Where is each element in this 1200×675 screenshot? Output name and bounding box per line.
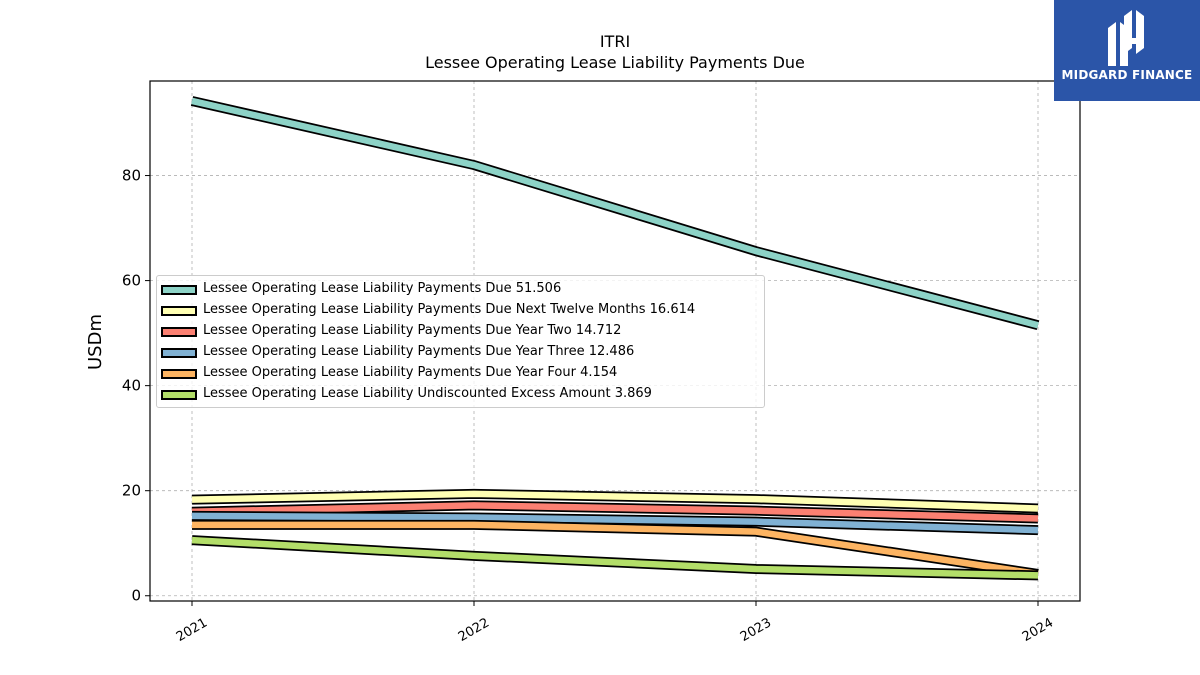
plot-frame	[149, 80, 1081, 602]
x-tick-label: 2024	[1020, 615, 1056, 645]
legend-swatch	[161, 306, 197, 316]
series-line-5	[191, 536, 1039, 579]
brand-logo: MIDGARD FINANCE	[1054, 0, 1200, 101]
y-tick-label: 20	[122, 482, 141, 500]
y-tick-label: 40	[122, 377, 141, 395]
legend-label: Lessee Operating Lease Liability Undisco…	[203, 386, 652, 401]
legend-item: Lessee Operating Lease Liability Payment…	[157, 301, 764, 322]
series-line-1	[191, 490, 1039, 512]
legend-label: Lessee Operating Lease Liability Payment…	[203, 281, 562, 296]
series-line-4	[192, 521, 1039, 578]
y-axis-label: USDm	[85, 314, 106, 370]
legend-item: Lessee Operating Lease Liability Payment…	[157, 280, 764, 301]
legend-label: Lessee Operating Lease Liability Payment…	[203, 344, 635, 359]
chart-legend: Lessee Operating Lease Liability Payment…	[156, 275, 765, 408]
brand-name: MIDGARD FINANCE	[1061, 68, 1193, 82]
x-tick-label: 2021	[174, 615, 210, 645]
legend-swatch	[161, 285, 197, 295]
midgard-m-logo-icon	[1108, 10, 1144, 66]
y-tick-label: 60	[122, 272, 141, 290]
legend-label: Lessee Operating Lease Liability Payment…	[203, 302, 696, 317]
legend-item: Lessee Operating Lease Liability Payment…	[157, 343, 764, 364]
chart-title: ITRI	[600, 32, 630, 51]
chart-subtitle: Lessee Operating Lease Liability Payment…	[425, 53, 805, 72]
series-line-0	[191, 97, 1039, 329]
series-layer	[190, 96, 1040, 581]
x-tick-label: 2023	[738, 615, 774, 645]
legend-label: Lessee Operating Lease Liability Payment…	[203, 323, 622, 338]
legend-item: Lessee Operating Lease Liability Payment…	[157, 322, 764, 343]
legend-swatch	[161, 348, 197, 358]
y-tick-label: 80	[122, 167, 141, 185]
legend-swatch	[161, 369, 197, 379]
y-tick-label: 0	[131, 587, 141, 605]
x-tick-label: 2022	[456, 615, 492, 645]
legend-swatch	[161, 327, 197, 337]
series-line-2	[191, 502, 1039, 522]
legend-swatch	[161, 390, 197, 400]
legend-item: Lessee Operating Lease Liability Payment…	[157, 364, 764, 385]
series-line-3	[191, 512, 1039, 534]
legend-label: Lessee Operating Lease Liability Payment…	[203, 365, 618, 380]
legend-item: Lessee Operating Lease Liability Undisco…	[157, 385, 764, 406]
